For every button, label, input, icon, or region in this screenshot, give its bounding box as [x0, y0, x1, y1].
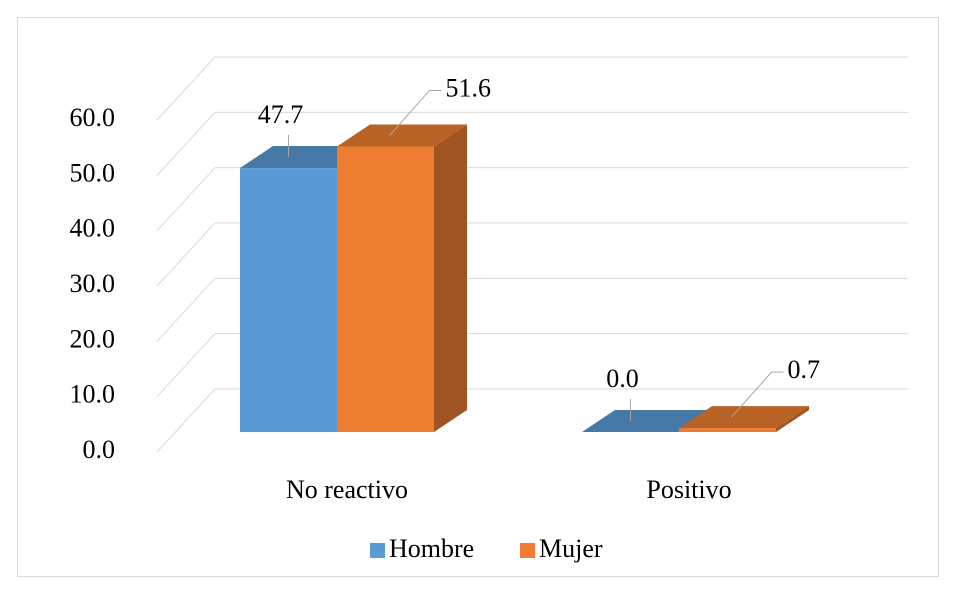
- x-tick-label: Positivo: [646, 475, 731, 504]
- leader-line: [389, 89, 442, 136]
- legend-swatch: [520, 543, 535, 558]
- bar-top: [679, 406, 809, 429]
- y-tick-label: 60.0: [70, 103, 116, 132]
- y-tick-label: 50.0: [70, 158, 116, 187]
- legend-swatch: [370, 543, 385, 558]
- data-label: 47.7: [258, 100, 304, 129]
- data-label: 0.0: [606, 364, 639, 393]
- y-tick-label: 20.0: [70, 324, 116, 353]
- grid-line: [156, 333, 216, 398]
- y-tick-label: 30.0: [70, 269, 116, 298]
- bar-side: [776, 406, 809, 432]
- leader-line: [731, 371, 784, 418]
- bar-top: [337, 124, 467, 147]
- bar: [679, 428, 776, 432]
- grid-line: [156, 167, 216, 232]
- grid-line: [156, 111, 216, 176]
- y-tick-label: 40.0: [70, 214, 116, 243]
- y-tick-label: 10.0: [70, 380, 116, 409]
- grid-line: [156, 388, 216, 453]
- y-tick-label: 0.0: [83, 435, 116, 464]
- x-tick-label: No reactivo: [286, 475, 408, 504]
- bar: [337, 146, 434, 433]
- grid-line: [156, 222, 216, 287]
- grid-line: [156, 277, 216, 342]
- data-label: 0.7: [788, 355, 821, 384]
- data-label: 51.6: [446, 73, 492, 102]
- grid-line: [156, 56, 216, 121]
- bar-top: [582, 410, 712, 432]
- legend-label: Hombre: [389, 534, 474, 563]
- chart-border: [17, 17, 939, 577]
- bar-side: [434, 124, 467, 432]
- legend-label: Mujer: [539, 534, 603, 563]
- bar: [240, 168, 337, 432]
